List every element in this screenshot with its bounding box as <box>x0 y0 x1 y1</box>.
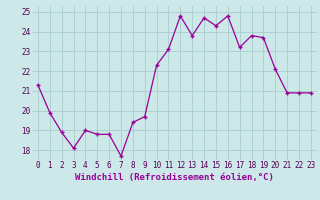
X-axis label: Windchill (Refroidissement éolien,°C): Windchill (Refroidissement éolien,°C) <box>75 173 274 182</box>
